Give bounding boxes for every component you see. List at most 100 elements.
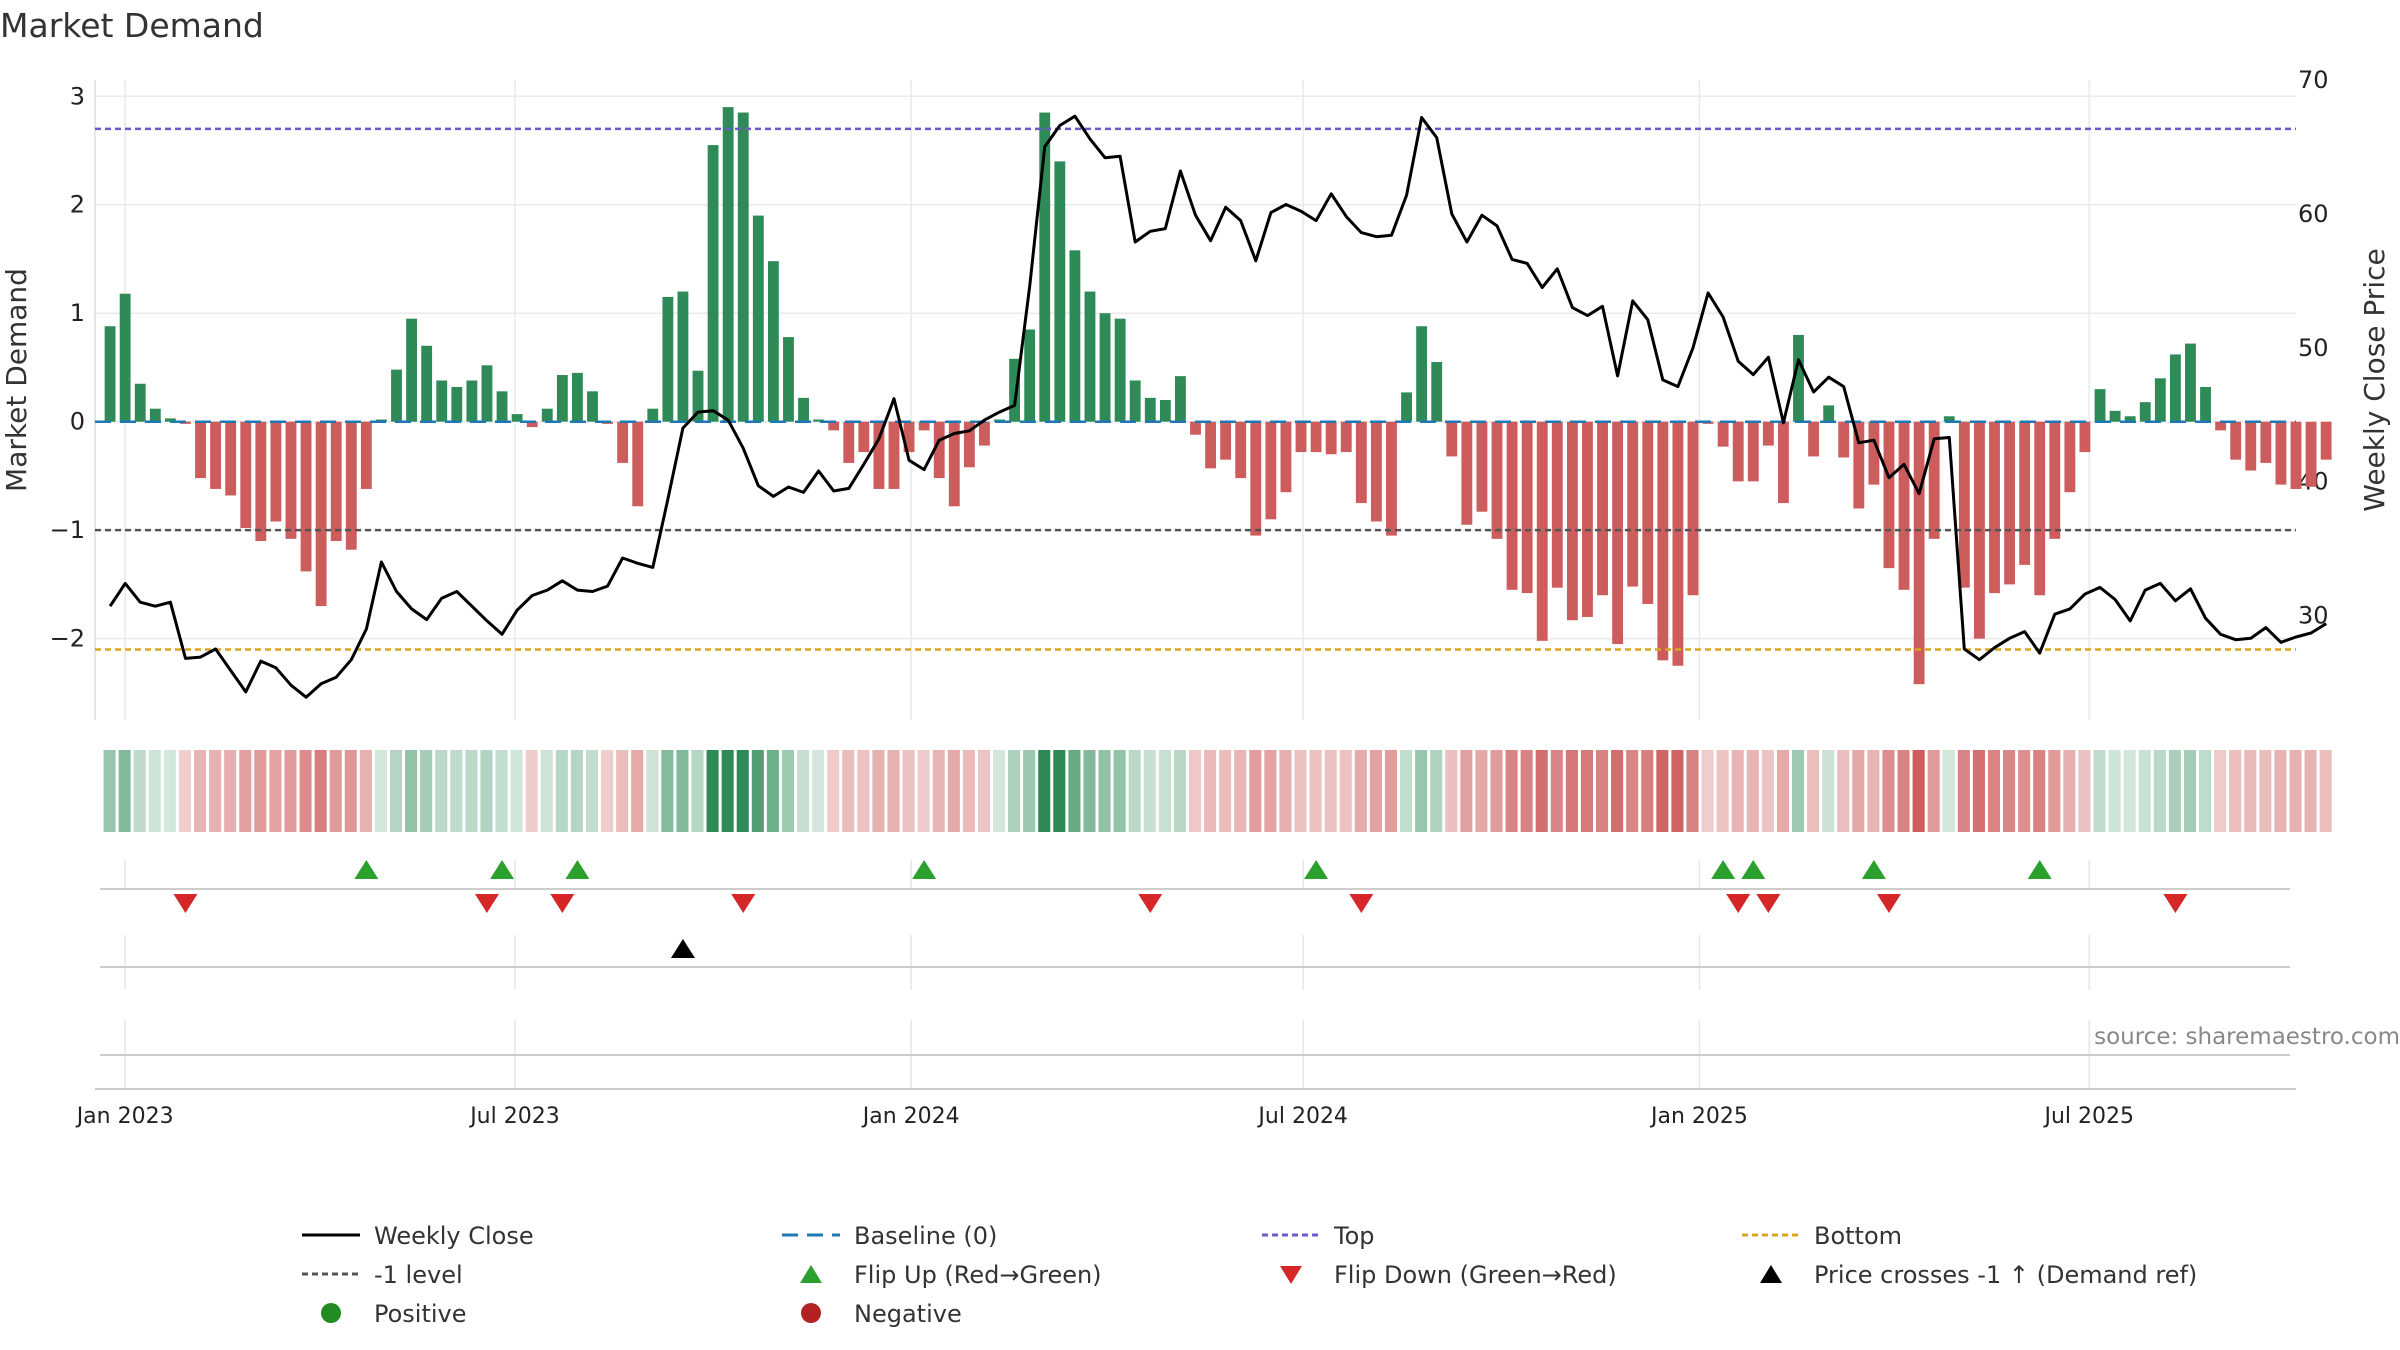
heat-cell bbox=[2003, 750, 2016, 832]
heat-cell bbox=[1264, 750, 1277, 832]
heat-cell bbox=[1686, 750, 1699, 832]
demand-bar bbox=[255, 421, 267, 542]
heat-cell bbox=[1128, 750, 1141, 832]
legend-item-minus-one: -1 level bbox=[300, 1259, 780, 1290]
heat-cell bbox=[1972, 750, 1985, 832]
demand-bar bbox=[2139, 402, 2151, 422]
heat-cell bbox=[661, 750, 674, 832]
demand-bar bbox=[1536, 421, 1548, 641]
demand-bar bbox=[1672, 421, 1684, 666]
heat-cell bbox=[103, 750, 116, 832]
demand-bar bbox=[1024, 329, 1036, 422]
demand-bar bbox=[1205, 421, 1217, 469]
legend-label: Top bbox=[1334, 1221, 1375, 1250]
demand-bar bbox=[2004, 421, 2015, 585]
demand-bar bbox=[888, 421, 900, 489]
demand-bar bbox=[1521, 421, 1533, 594]
legend-label: Baseline (0) bbox=[854, 1221, 998, 1250]
demand-bar bbox=[119, 293, 131, 422]
heat-cell bbox=[1746, 750, 1759, 832]
triangle-up-icon bbox=[800, 1265, 822, 1283]
heat-cell bbox=[1987, 750, 2001, 832]
heat-cell bbox=[2244, 750, 2257, 832]
legend-label: Flip Up (Red→Green) bbox=[854, 1260, 1102, 1289]
legend: Weekly Close Baseline (0) Top Bottom -1 … bbox=[300, 1220, 2250, 1329]
flip-down-marker bbox=[731, 894, 756, 913]
heat-cell bbox=[2078, 750, 2091, 832]
heat-cell bbox=[1565, 750, 1578, 832]
demand-bar bbox=[1039, 112, 1051, 422]
heat-cell bbox=[1158, 750, 1171, 832]
heat-cell bbox=[1776, 750, 1789, 832]
demand-bar bbox=[798, 397, 809, 422]
legend-label: Bottom bbox=[1814, 1221, 1903, 1250]
heat-cell bbox=[480, 750, 493, 832]
demand-bar bbox=[2185, 343, 2196, 422]
demand-bar bbox=[2034, 421, 2046, 596]
demand-bar bbox=[2124, 416, 2136, 422]
demand-bar bbox=[1687, 421, 1699, 596]
y2-tick-label: 70 bbox=[2298, 66, 2329, 94]
heat-cell bbox=[2153, 750, 2166, 832]
heat-cell bbox=[601, 750, 614, 832]
legend-item-weekly-close: Weekly Close bbox=[300, 1220, 780, 1251]
source-credit: source: sharemaestro.com bbox=[2094, 1024, 2400, 1050]
heat-cell bbox=[1415, 750, 1428, 832]
demand-bar bbox=[1627, 421, 1639, 587]
heat-cell bbox=[1867, 750, 1880, 832]
demand-bar bbox=[1220, 421, 1232, 460]
heat-cell bbox=[1234, 750, 1247, 832]
demand-bar bbox=[2320, 421, 2332, 460]
demand-bar bbox=[722, 107, 734, 422]
heat-cell bbox=[1912, 750, 1925, 832]
heat-cell bbox=[1550, 750, 1563, 832]
flip-down-marker bbox=[1726, 894, 1751, 913]
flip-up-marker bbox=[354, 860, 379, 879]
legend-label: -1 level bbox=[374, 1260, 463, 1289]
heat-cell bbox=[344, 750, 357, 832]
heat-cell bbox=[163, 750, 176, 832]
demand-bar bbox=[330, 421, 342, 542]
demand-bar bbox=[1732, 421, 1744, 482]
heat-cell bbox=[1822, 750, 1835, 832]
y2-tick-label: 60 bbox=[2298, 200, 2329, 228]
flip-down-marker bbox=[1349, 894, 1374, 913]
flip-up-marker bbox=[490, 860, 515, 879]
heat-cell bbox=[1701, 750, 1714, 832]
demand-bar bbox=[587, 391, 598, 422]
demand-bar bbox=[1943, 416, 1955, 422]
heat-cell bbox=[450, 750, 463, 832]
heat-cell bbox=[1656, 750, 1669, 832]
demand-bar bbox=[149, 408, 161, 422]
x-tick-label: Jul 2023 bbox=[468, 1104, 560, 1129]
heat-cell bbox=[2138, 750, 2151, 832]
demand-bar bbox=[692, 370, 704, 422]
heat-cell bbox=[962, 750, 975, 832]
heat-cell bbox=[2018, 750, 2031, 832]
heat-cell bbox=[977, 750, 990, 832]
demand-bar bbox=[783, 337, 794, 422]
demand-bar bbox=[1295, 421, 1307, 453]
demand-bar bbox=[1793, 334, 1804, 422]
heat-cell bbox=[1671, 750, 1684, 832]
demand-bar bbox=[752, 215, 764, 422]
demand-bar bbox=[1386, 421, 1397, 536]
heat-cell bbox=[1475, 750, 1488, 832]
demand-bar bbox=[737, 112, 749, 422]
demand-bar bbox=[1958, 421, 1970, 588]
heat-cell bbox=[555, 750, 568, 832]
x-tick-label: Jul 2025 bbox=[2042, 1104, 2134, 1129]
dot-icon bbox=[801, 1303, 821, 1323]
legend-item-positive: Positive bbox=[300, 1298, 780, 1329]
heat-cell bbox=[706, 750, 719, 832]
demand-bar bbox=[1009, 358, 1021, 422]
demand-bar bbox=[285, 421, 297, 539]
demand-bar bbox=[1144, 397, 1156, 422]
heat-cell bbox=[284, 750, 297, 832]
heat-cell bbox=[1807, 750, 1820, 832]
flip-up-marker bbox=[1741, 860, 1766, 879]
heat-cell bbox=[2183, 750, 2197, 832]
heat-cell bbox=[1837, 750, 1850, 832]
heat-cell bbox=[224, 750, 237, 832]
demand-bar bbox=[1340, 421, 1352, 453]
